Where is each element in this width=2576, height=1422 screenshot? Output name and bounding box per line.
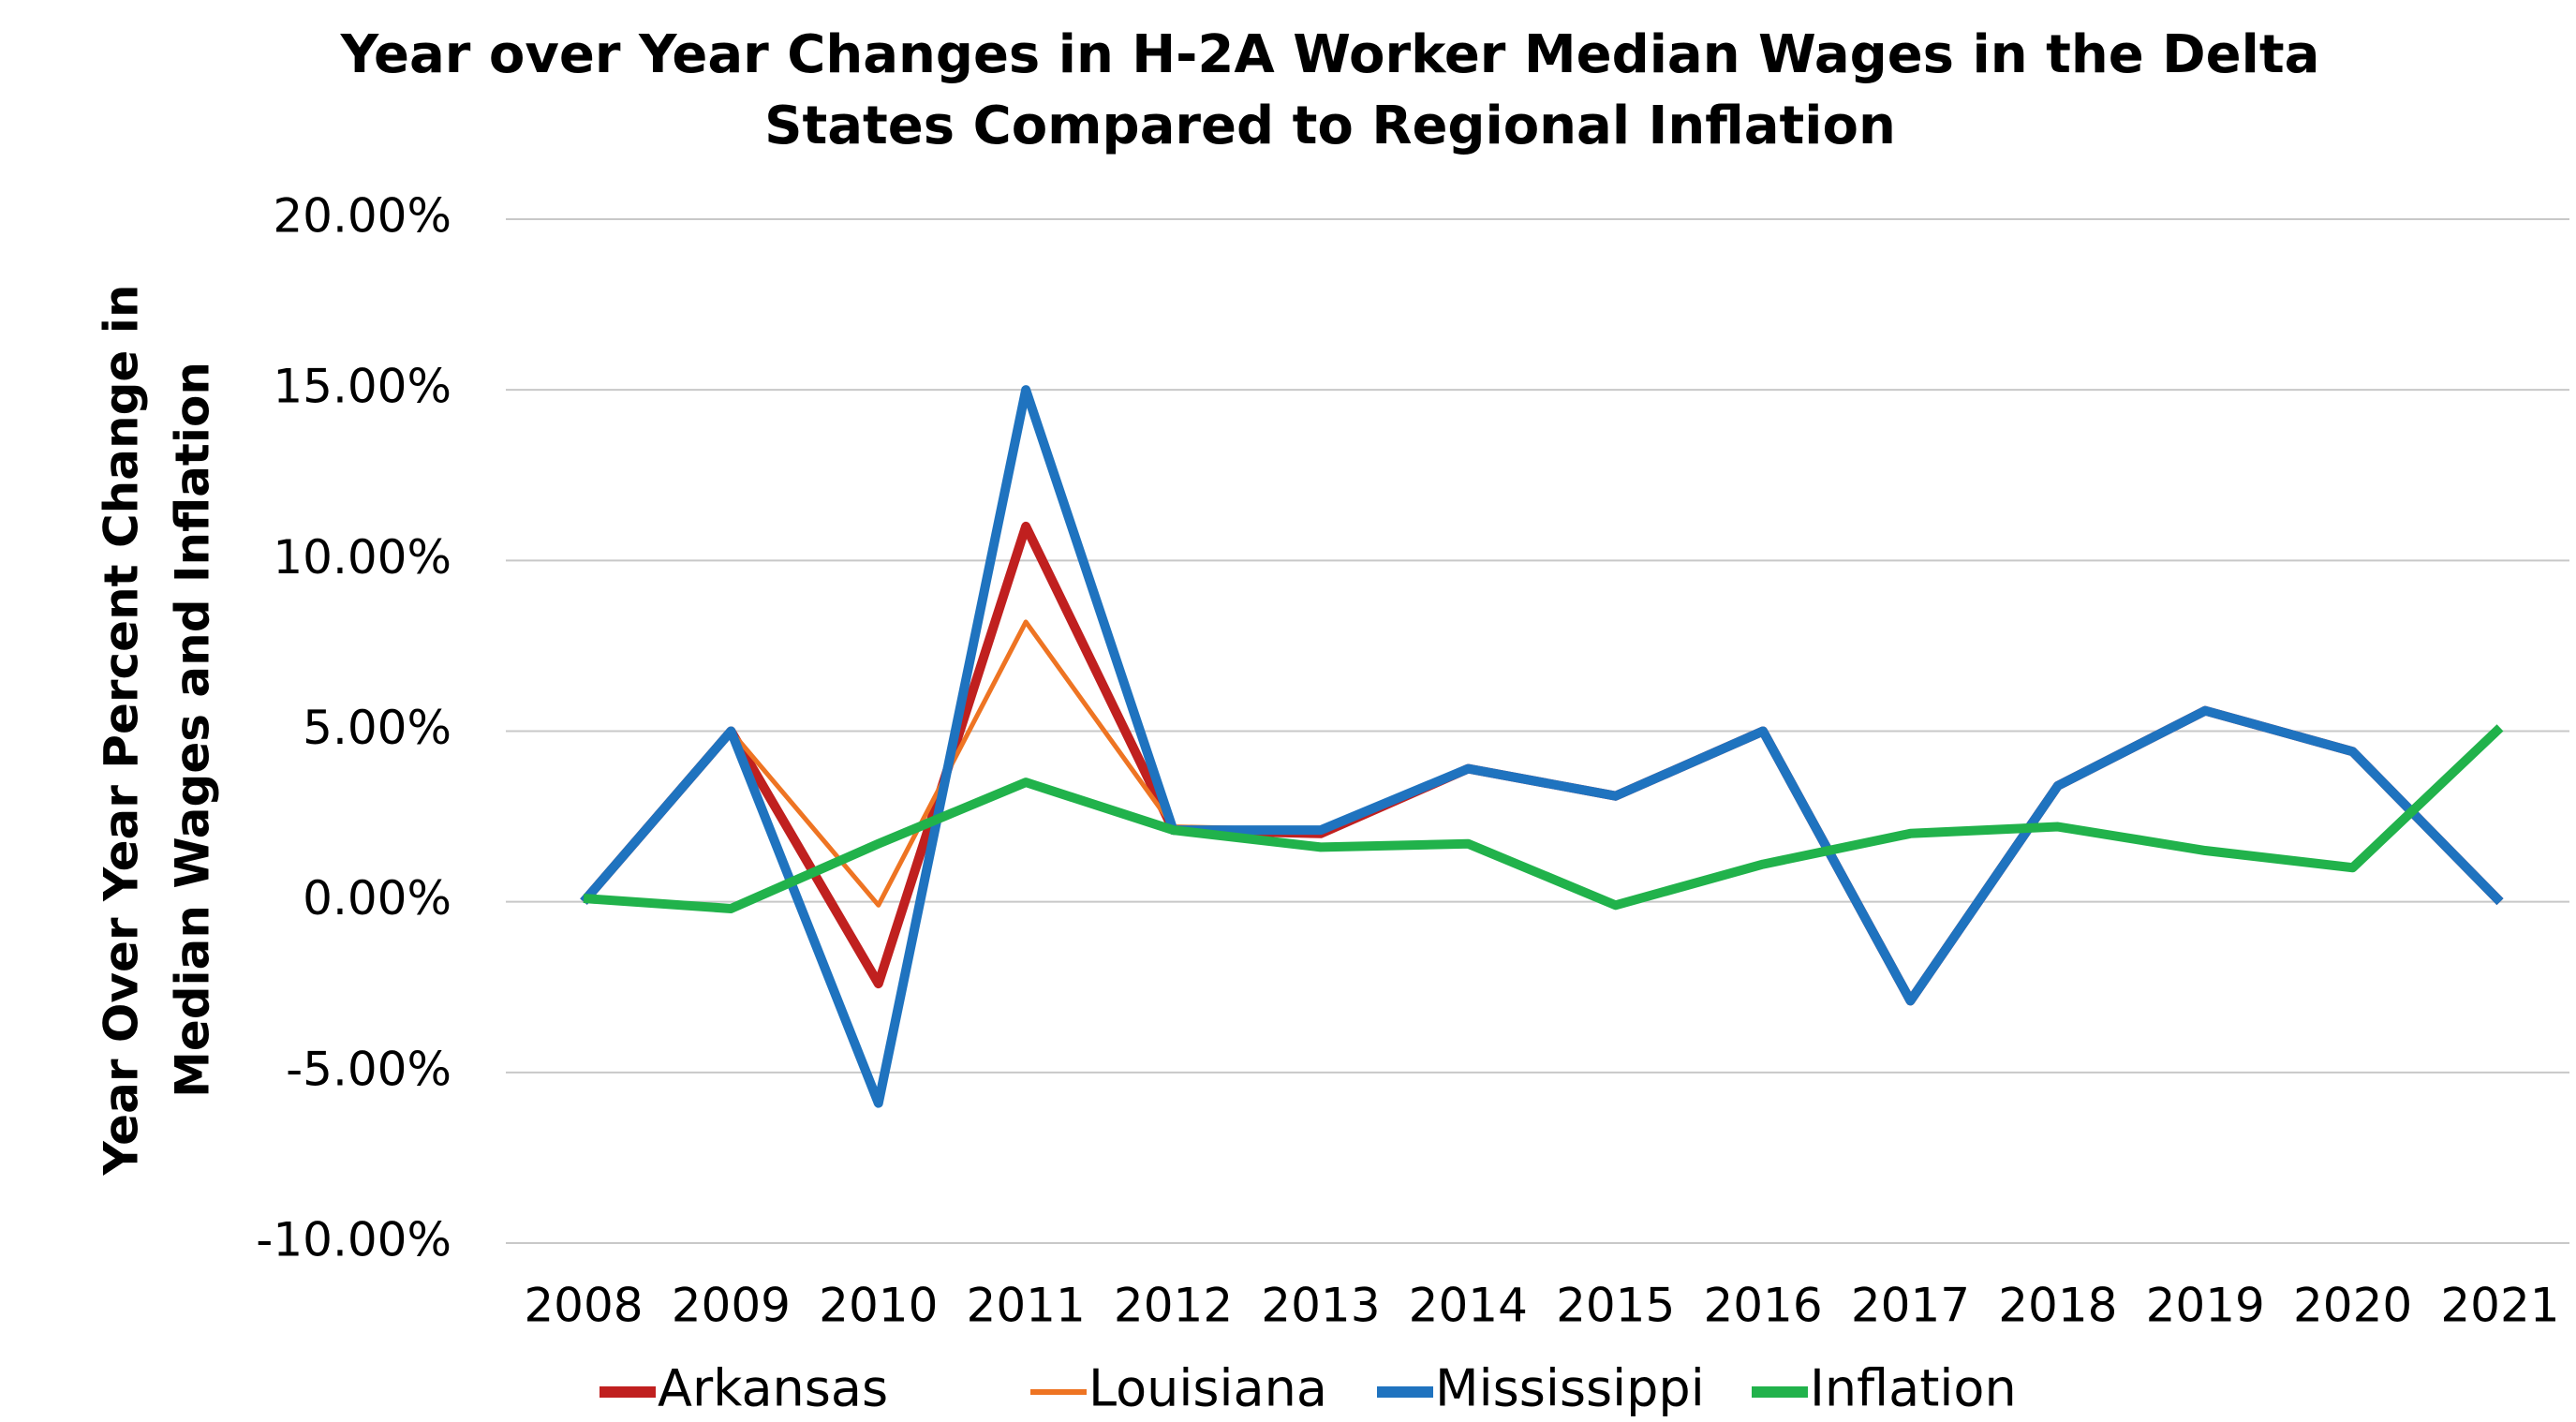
y-tick-label: -5.00%	[286, 1042, 452, 1096]
series-line	[582, 619, 2502, 1003]
x-tick-label: 2010	[819, 1279, 938, 1333]
x-tick-label: 2009	[672, 1279, 791, 1333]
x-tick-label: 2019	[2146, 1279, 2265, 1333]
y-tick-label: 0.00%	[303, 871, 452, 926]
legend-label: Mississippi	[1435, 1359, 1705, 1418]
legend-label: Louisiana	[1088, 1359, 1327, 1418]
y-tick-label: 5.00%	[303, 701, 452, 755]
chart-title: Year over Year Changes in H-2A Worker Me…	[340, 24, 2320, 85]
legend-label: Inflation	[1810, 1359, 2017, 1418]
series-line	[580, 385, 2504, 1108]
y-axis-label-line: Year Over Year Percent Change in	[95, 285, 149, 1177]
y-axis-label: Year Over Year Percent Change in Median …	[95, 285, 220, 1177]
y-tick-label: 20.00%	[273, 189, 452, 244]
x-tick-label: 2016	[1703, 1279, 1822, 1333]
x-tick-label: 2012	[1114, 1279, 1233, 1333]
x-tick-label: 2013	[1261, 1279, 1380, 1333]
x-tick-label: 2015	[1556, 1279, 1675, 1333]
y-tick-label: 15.00%	[273, 360, 452, 414]
x-tick-label: 2014	[1409, 1279, 1528, 1333]
y-axis-label-line: Median Wages and Inflation	[166, 362, 220, 1098]
x-tick-label: 2020	[2293, 1279, 2412, 1333]
x-tick-label: 2011	[967, 1279, 1086, 1333]
chart-title: States Compared to Regional Inflation	[764, 96, 1896, 156]
x-tick-label: 2018	[1998, 1279, 2117, 1333]
x-tick-label: 2008	[524, 1279, 643, 1333]
y-tick-label: 10.00%	[273, 530, 452, 585]
legend-label: Arkansas	[658, 1359, 888, 1418]
series-line	[583, 724, 2504, 913]
series-line	[580, 521, 2504, 1006]
x-tick-label: 2021	[2440, 1279, 2559, 1333]
y-tick-label: -10.00%	[256, 1213, 452, 1267]
x-tick-label: 2017	[1851, 1279, 1970, 1333]
